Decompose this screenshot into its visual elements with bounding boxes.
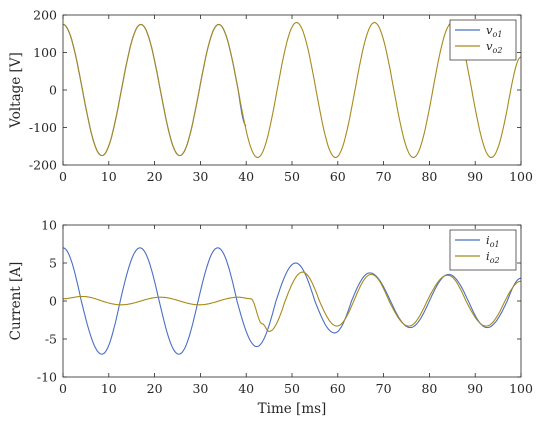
legend-entry-o1: io1 xyxy=(486,233,500,249)
x-tick-label: 20 xyxy=(147,169,163,184)
x-tick-label: 50 xyxy=(284,381,300,396)
x-tick-label: 100 xyxy=(509,381,533,396)
legend-entry-o2: vo2 xyxy=(486,39,502,55)
x-tick-label: 60 xyxy=(330,381,346,396)
x-tick-label: 0 xyxy=(59,169,67,184)
y-tick-label: 100 xyxy=(33,45,57,60)
legend-entry-o2: io2 xyxy=(486,249,500,265)
y-tick-label: 10 xyxy=(41,218,57,233)
y-tick-label: -100 xyxy=(29,120,57,135)
y-tick-label: 5 xyxy=(49,256,57,271)
x-tick-label: 50 xyxy=(284,169,300,184)
y-axis-label: Voltage [V] xyxy=(8,52,24,129)
x-tick-label: 100 xyxy=(509,169,533,184)
y-tick-label: -200 xyxy=(29,158,57,173)
legend-entry-o1: vo1 xyxy=(486,23,502,39)
x-tick-label: 30 xyxy=(192,381,208,396)
x-tick-label: 90 xyxy=(467,381,483,396)
x-tick-label: 70 xyxy=(376,169,392,184)
x-tick-label: 30 xyxy=(192,169,208,184)
x-tick-label: 10 xyxy=(101,381,117,396)
y-tick-label: 200 xyxy=(33,8,57,23)
voltage-chart: 0 10 20 30 40 50 60 70 80 90 100 -200 -100 0 100 200 Vol… xyxy=(8,8,533,185)
x-tick-label: 0 xyxy=(59,381,67,396)
y-tick-label: -5 xyxy=(45,332,57,347)
series-i-o2-line xyxy=(63,271,522,332)
x-tick-label: 40 xyxy=(238,381,254,396)
current-chart: 0 10 20 30 40 50 60 70 80 90 100 -10 -5 0 5 10 Current [… xyxy=(8,218,533,418)
x-tick-label: 80 xyxy=(421,381,437,396)
x-tick-label: 90 xyxy=(467,169,483,184)
series-v-o1-line xyxy=(62,23,247,157)
legend-box xyxy=(449,229,517,271)
y-tick-label: -10 xyxy=(37,370,57,385)
legend-box xyxy=(449,19,517,61)
x-tick-label: 80 xyxy=(421,169,437,184)
x-tick-label: 70 xyxy=(376,381,392,396)
y-axis-label: Current [A] xyxy=(8,262,24,341)
series-i-o1-line xyxy=(62,247,522,355)
x-axis-label: Time [ms] xyxy=(258,401,327,417)
y-tick-label: 0 xyxy=(49,294,57,309)
x-tick-label: 10 xyxy=(101,169,117,184)
x-tick-label: 40 xyxy=(238,169,254,184)
x-tick-label: 60 xyxy=(330,169,346,184)
y-tick-label: 0 xyxy=(49,83,57,98)
x-tick-label: 20 xyxy=(147,381,163,396)
